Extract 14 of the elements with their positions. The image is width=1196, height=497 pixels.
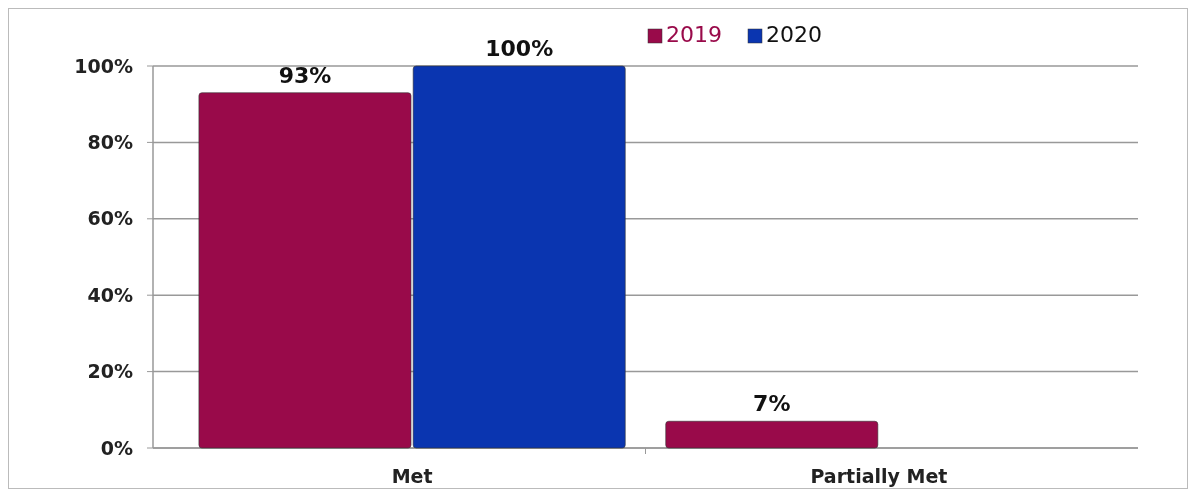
y-tick-label: 20% [87, 360, 133, 383]
data-label: 93% [278, 62, 332, 88]
y-tick-label: 60% [87, 207, 133, 230]
legend-label: 2020 [766, 22, 822, 47]
y-tick-label: 80% [87, 131, 133, 154]
x-tick-label: Met [391, 465, 433, 487]
y-tick-label: 100% [74, 54, 133, 77]
data-label: 7% [753, 391, 791, 417]
data-label: 100% [485, 36, 554, 61]
y-tick-label: 0% [100, 436, 133, 459]
legend-label: 2019 [666, 22, 722, 47]
x-tick-label: Partially Met [810, 465, 948, 487]
y-tick-label: 40% [87, 283, 133, 306]
bar [665, 420, 879, 449]
